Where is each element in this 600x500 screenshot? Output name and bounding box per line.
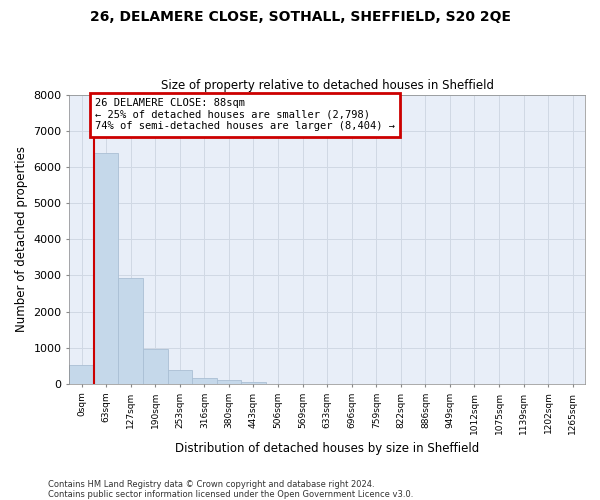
Text: 26 DELAMERE CLOSE: 88sqm
← 25% of detached houses are smaller (2,798)
74% of sem: 26 DELAMERE CLOSE: 88sqm ← 25% of detach…: [95, 98, 395, 132]
Bar: [167, 370, 192, 384]
Y-axis label: Number of detached properties: Number of detached properties: [15, 146, 28, 332]
Text: Contains public sector information licensed under the Open Government Licence v3: Contains public sector information licen…: [48, 490, 413, 499]
X-axis label: Distribution of detached houses by size in Sheffield: Distribution of detached houses by size …: [175, 442, 479, 455]
Bar: [70, 364, 94, 384]
Bar: [94, 153, 118, 384]
Bar: [192, 378, 217, 384]
Bar: [217, 380, 241, 384]
Bar: [143, 349, 167, 384]
Bar: [241, 382, 266, 384]
Text: 26, DELAMERE CLOSE, SOTHALL, SHEFFIELD, S20 2QE: 26, DELAMERE CLOSE, SOTHALL, SHEFFIELD, …: [89, 10, 511, 24]
Title: Size of property relative to detached houses in Sheffield: Size of property relative to detached ho…: [161, 79, 494, 92]
Bar: [118, 278, 143, 384]
Text: Contains HM Land Registry data © Crown copyright and database right 2024.: Contains HM Land Registry data © Crown c…: [48, 480, 374, 489]
